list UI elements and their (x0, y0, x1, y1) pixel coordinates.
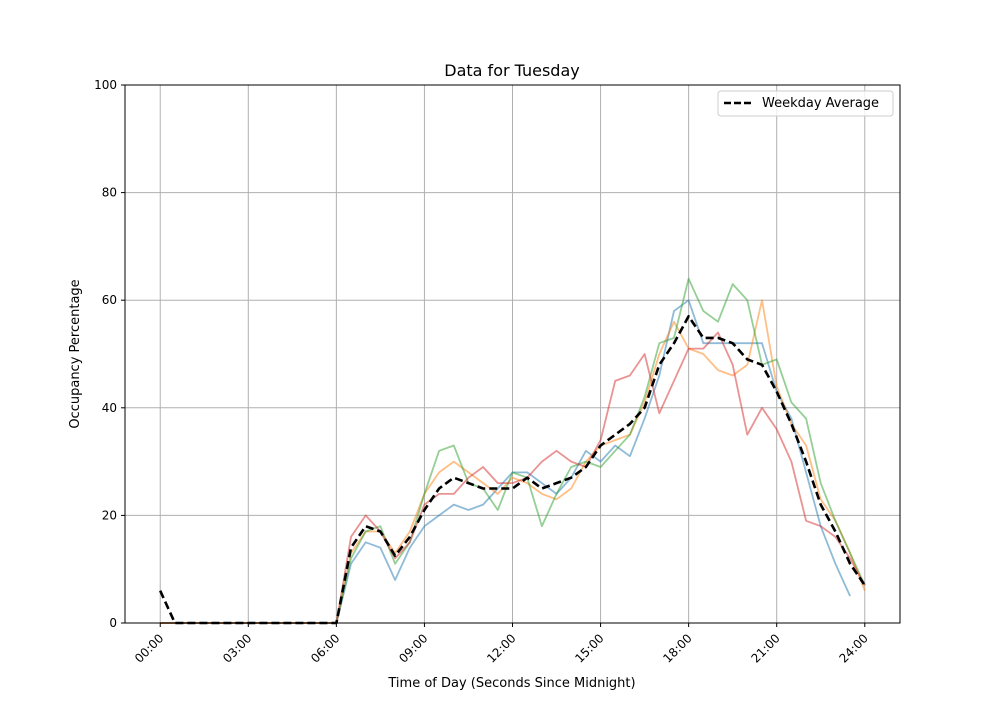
x-tick-label: 15:00 (572, 631, 606, 665)
x-axis-label: Time of Day (Seconds Since Midnight) (387, 676, 635, 691)
x-tick-label: 12:00 (484, 631, 518, 665)
y-tick-label: 60 (102, 293, 117, 307)
legend-box (717, 90, 894, 117)
x-tick-label: 24:00 (837, 631, 871, 665)
legend: Weekday Average (717, 90, 894, 117)
x-tick-label: 06:00 (308, 631, 342, 665)
x-tick-label: 18:00 (660, 631, 694, 665)
y-tick-label: 40 (102, 401, 117, 415)
x-tick-label: 09:00 (396, 631, 430, 665)
series-line-0 (160, 299, 851, 624)
y-tick-label: 80 (102, 186, 117, 200)
y-tick-label: 100 (94, 78, 117, 92)
legend-entry: Weekday Average (762, 96, 879, 111)
chart-title: Data for Tuesday (444, 61, 579, 80)
grid (125, 84, 900, 624)
x-tick-label: 03:00 (220, 631, 254, 665)
axis-ticks: 00:00 03:00 06:00 09:00 12:00 15:00 18:00 21:00… (94, 78, 871, 666)
x-tick-label: 21:00 (748, 631, 782, 665)
y-tick-label: 20 (102, 508, 117, 522)
x-tick-label: 00:00 (132, 631, 166, 665)
y-tick-label: 0 (109, 616, 117, 630)
y-axis-label: Occupancy Percentage (68, 279, 83, 428)
